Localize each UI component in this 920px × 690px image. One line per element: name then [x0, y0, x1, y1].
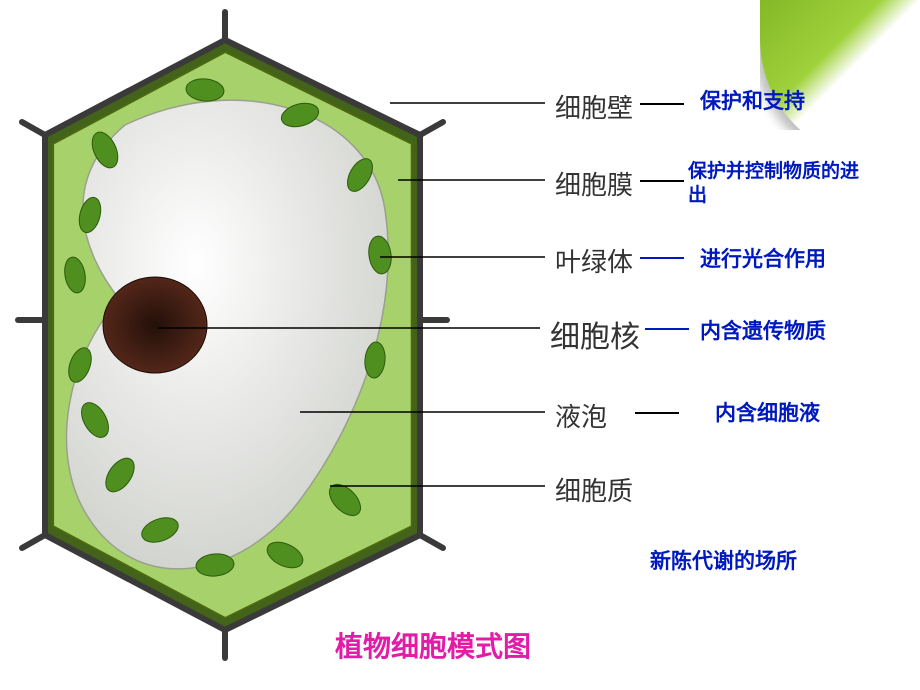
dash-memb: [640, 180, 684, 182]
dash-vac: [635, 412, 679, 414]
dash-nuc: [645, 328, 689, 330]
label-chlo: 叶绿体: [555, 242, 633, 279]
label-cyto: 细胞质: [555, 471, 633, 508]
function-chlo: 进行光合作用: [700, 246, 826, 272]
function-vac: 内含细胞液: [715, 400, 820, 426]
function-nuc: 内含遗传物质: [700, 318, 826, 344]
function-wall: 保护和支持: [700, 88, 805, 114]
label-memb: 细胞膜: [555, 165, 633, 202]
label-wall: 细胞壁: [555, 88, 633, 125]
function-memb: 保护并控制物质的进 出: [688, 160, 859, 208]
dash-chlo: [640, 257, 684, 259]
label-vac: 液泡: [555, 397, 607, 434]
function-cyto: 新陈代谢的场所: [650, 548, 797, 574]
diagram-caption: 植物细胞模式图: [335, 625, 531, 665]
label-nuc: 细胞核: [550, 312, 640, 356]
dash-wall: [640, 103, 684, 105]
